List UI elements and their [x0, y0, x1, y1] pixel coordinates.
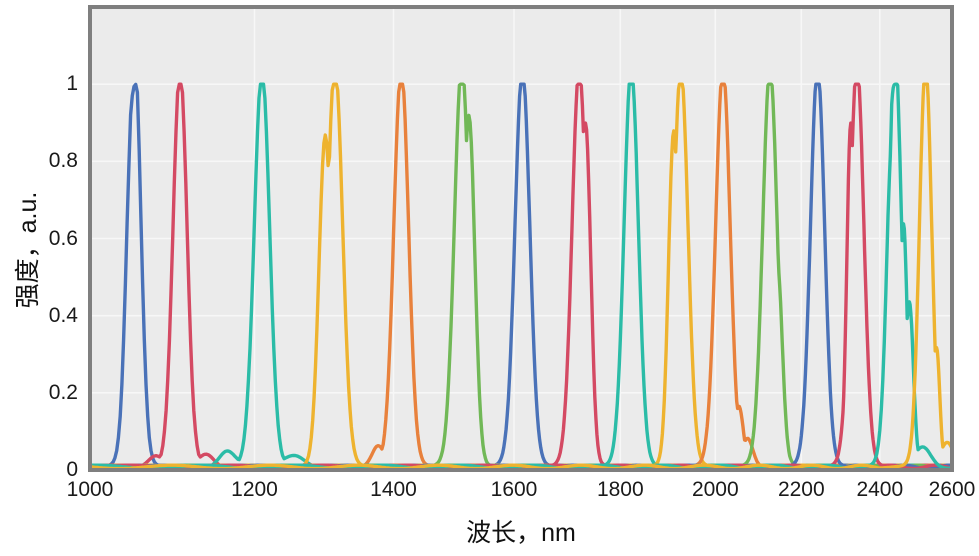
x-tick-label-2200: 2200	[777, 478, 825, 501]
y-tick-label-0.6: 0.6	[48, 226, 78, 250]
x-tick-label-2600: 2600	[928, 478, 976, 501]
series-line-2525	[92, 82, 950, 468]
y-tick-label-0: 0	[66, 458, 78, 481]
x-tick-label-1600: 1600	[490, 478, 538, 501]
x-axis-title: 波长，nm	[466, 519, 576, 547]
x-tick-label-1400: 1400	[370, 478, 417, 501]
y-tick-label-0.8: 0.8	[48, 149, 78, 173]
y-tick-label-0.2: 0.2	[48, 380, 78, 404]
plot-frame	[88, 5, 954, 472]
series-group	[92, 82, 950, 468]
x-tick-label-1000: 1000	[66, 478, 114, 501]
x-tick-label-1200: 1200	[231, 478, 278, 501]
x-tick-label-2400: 2400	[856, 478, 904, 501]
y-tick-label-1: 1	[66, 72, 78, 96]
y-tick-label-0.4: 0.4	[48, 303, 78, 327]
y-axis-title: 强度，a.u.	[14, 191, 42, 309]
x-tick-label-2000: 2000	[691, 478, 739, 501]
x-tick-label-1800: 1800	[596, 478, 644, 501]
